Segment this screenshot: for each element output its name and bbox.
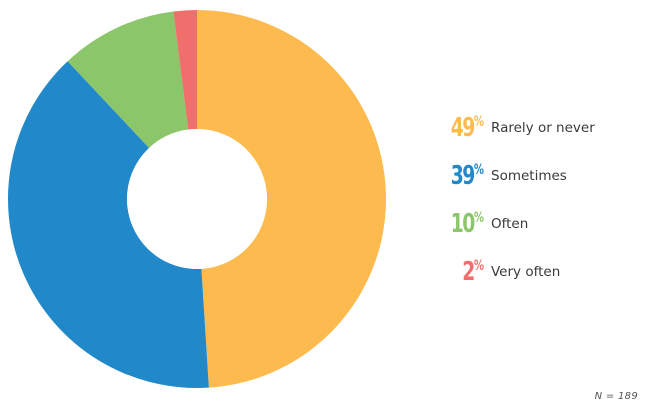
donut-slice-rarely-or-never [197, 10, 386, 388]
legend-percent: 49% [450, 113, 484, 143]
legend-label: Often [491, 216, 529, 232]
donut-hole [127, 129, 267, 269]
legend-percent: 10% [450, 209, 484, 239]
legend-percent: 2% [462, 257, 484, 287]
legend-item: 2% Very often [424, 248, 654, 296]
legend-item: 10% Often [424, 200, 654, 248]
donut-slice-sometimes [8, 61, 209, 389]
legend-item: 49% Rarely or never [424, 104, 654, 152]
legend-percent: 39% [450, 161, 484, 191]
legend: 49% Rarely or never 39% Sometimes 10% Of… [424, 104, 654, 296]
legend-label: Rarely or never [491, 120, 595, 136]
sample-size-note: N = 189 [594, 391, 638, 402]
legend-label: Very often [491, 264, 561, 280]
donut-slice-often [67, 11, 189, 148]
legend-label: Sometimes [491, 168, 567, 184]
donut-slice-very-often [173, 10, 197, 130]
legend-item: 39% Sometimes [424, 152, 654, 200]
